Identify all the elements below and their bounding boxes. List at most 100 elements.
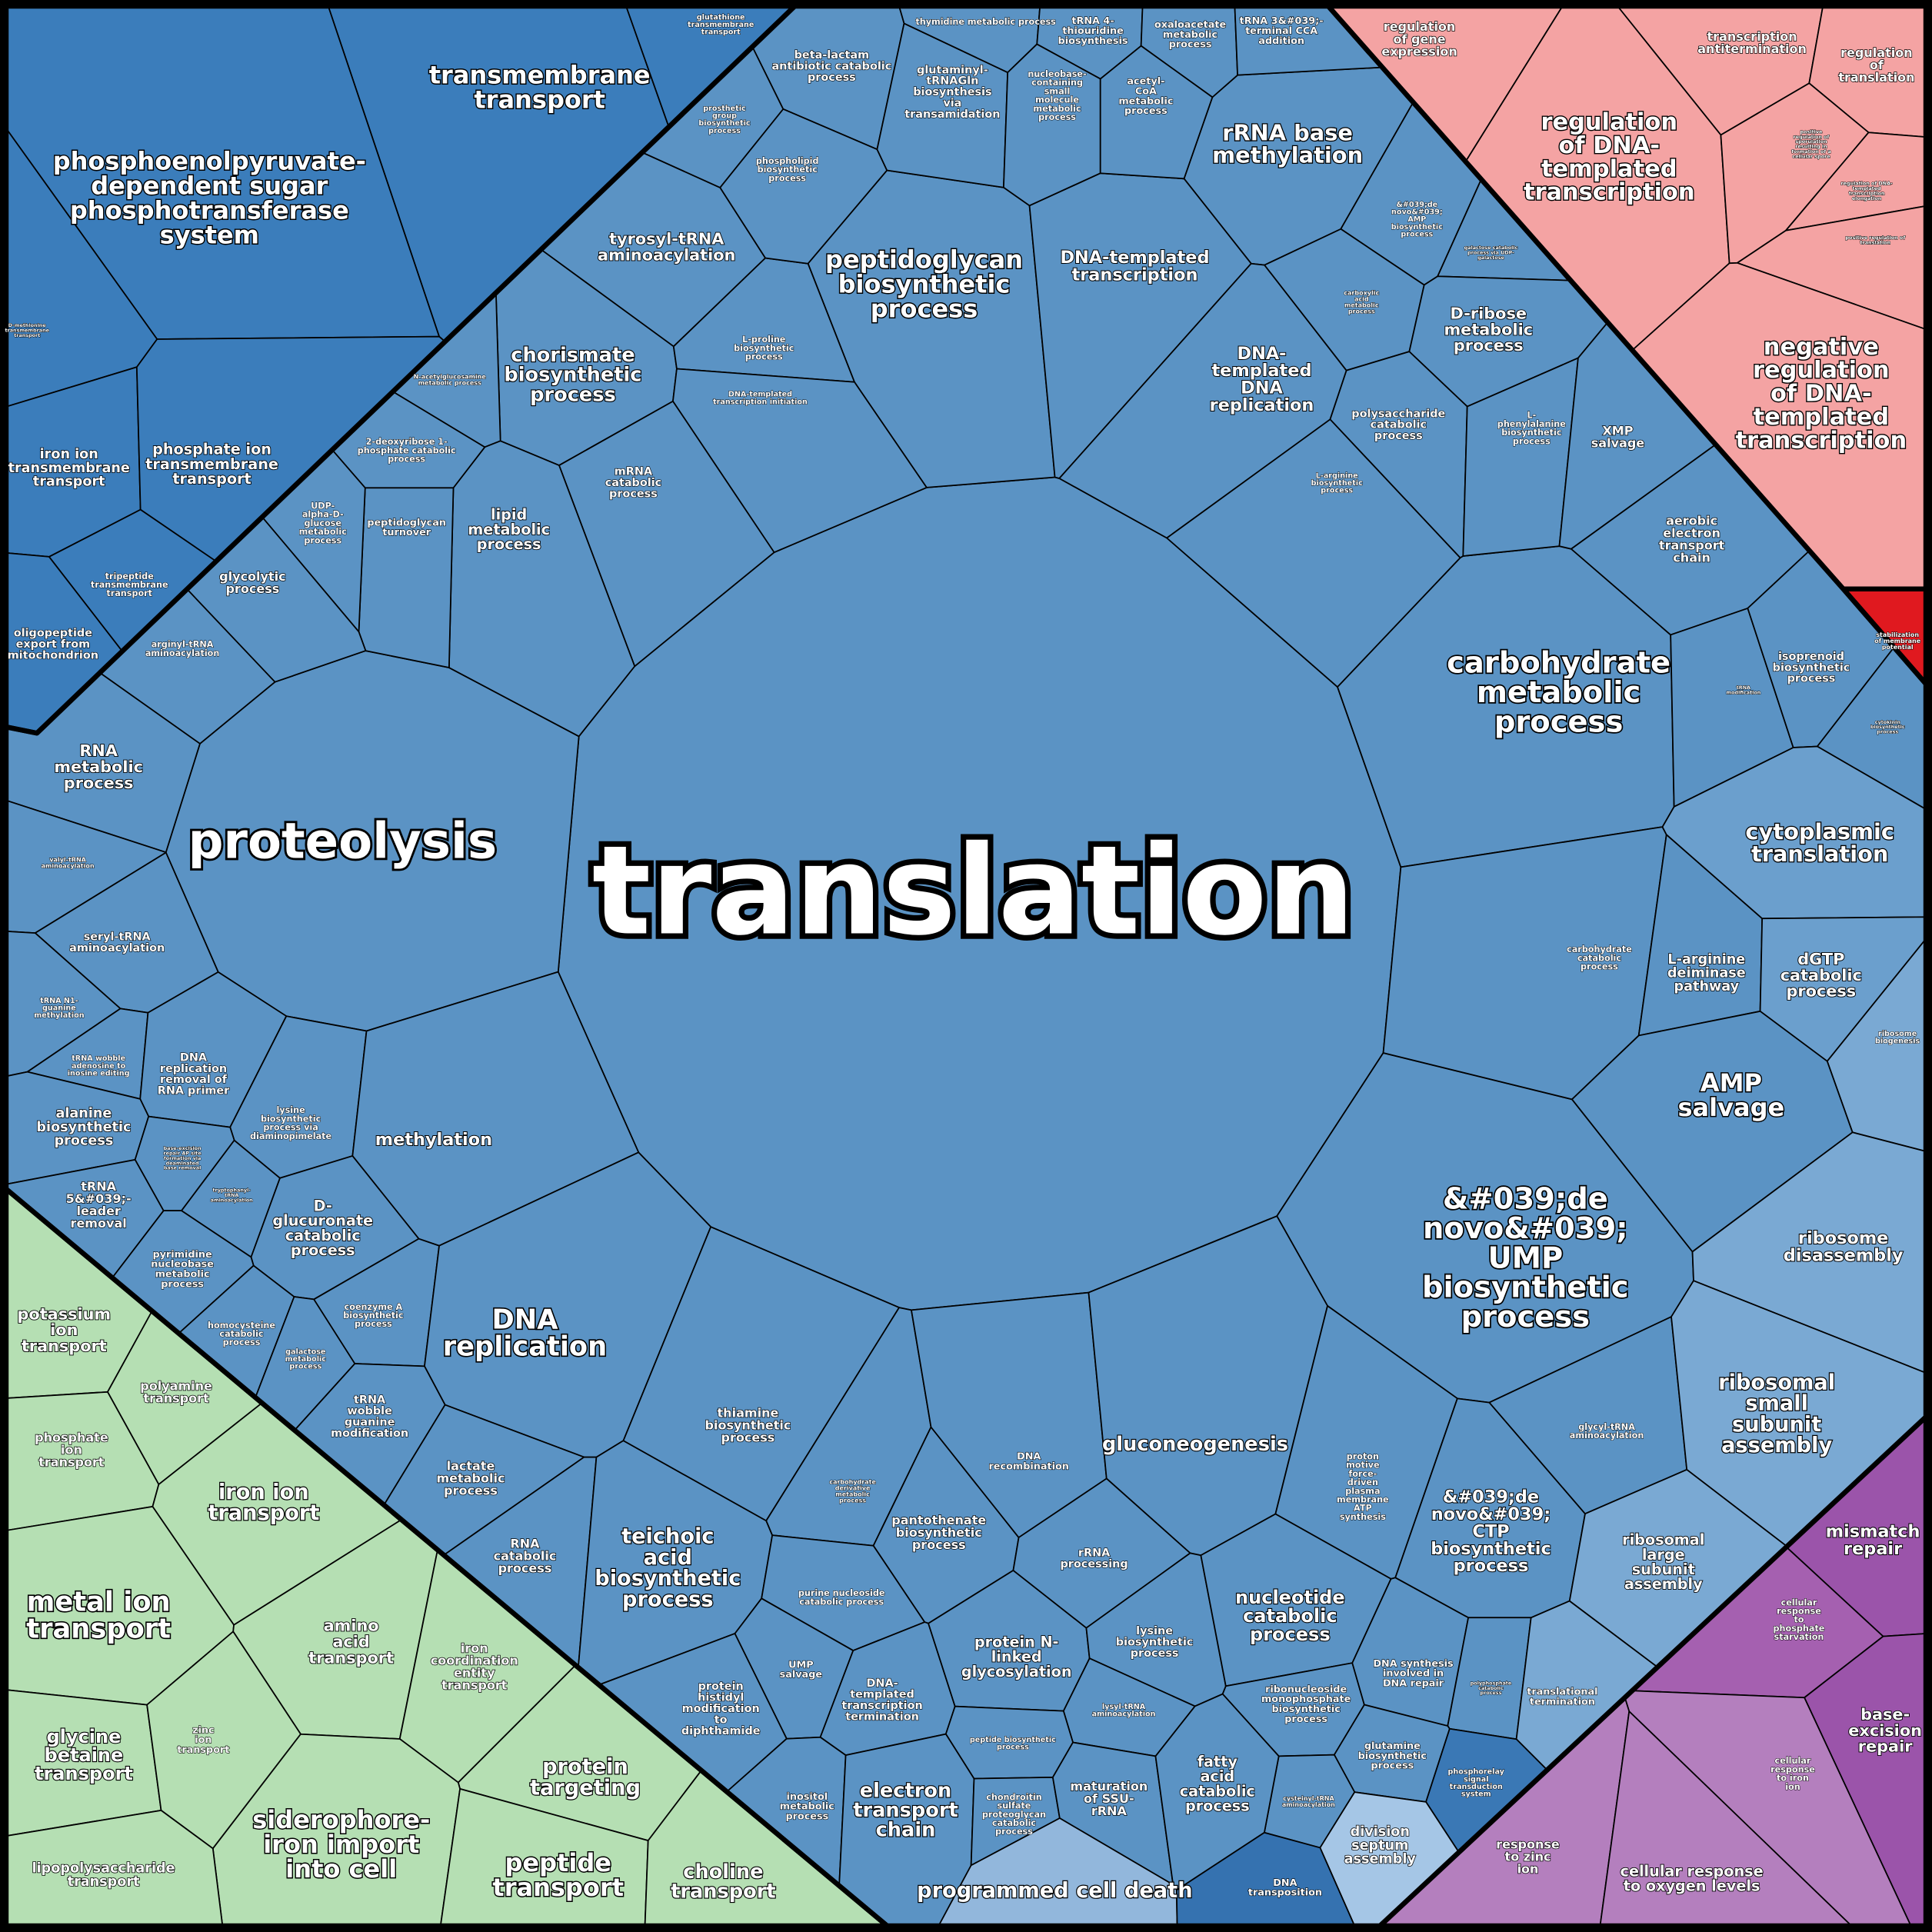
cell-label: base-excision repair AP site formation via… [164, 1145, 202, 1171]
cell-label: D-glucuronate catabolic process [272, 1197, 373, 1259]
cell-label: glutathione transmembrane transport [688, 13, 754, 36]
cell-label: DNA-templated transcription [1060, 247, 1209, 284]
cell-label: lysine biosynthetic process via diaminopime… [250, 1105, 331, 1141]
cell-label: chorismate biosynthetic process [504, 344, 641, 406]
cell-label: L-proline biosynthetic process [734, 335, 794, 361]
cell-label: DNA replication [443, 1304, 608, 1362]
cell-label: amino acid transport [308, 1617, 394, 1667]
cell-label: protein histidyl modification to diphthamide [681, 1681, 761, 1737]
cell-label: ribosomal small subunit assembly [1718, 1371, 1835, 1457]
cell-label: glycolytic process [219, 568, 285, 595]
cell-label: phosphoenolpyruvate-dependent sugar phosp… [53, 146, 366, 249]
group-borders [3, 3, 1929, 1929]
cell-label: phosphate ion transmembrane transport [145, 440, 278, 487]
cell-label: positive regulation of sporulation resultin… [1791, 128, 1830, 159]
cell-label: &#039;de novo&#039; AMP biosynthetic process [1391, 201, 1443, 238]
cell-label: L-phenylalanine biosynthetic process [1497, 411, 1566, 447]
cell-label: cellular response to oxygen levels [1621, 1862, 1764, 1894]
cell-label: oligopeptide export from mitochondrion [8, 627, 98, 661]
group-border [1840, 586, 1929, 687]
cell-label: lysine biosynthetic process [1116, 1625, 1194, 1660]
cell-label: nucleobase-containing small molecule metabo… [1028, 69, 1087, 122]
cell-label: peptidoglycan turnover [367, 517, 446, 538]
cell-label: regulation of translation [1838, 45, 1914, 84]
cell-label: DNA-templated transcription initiation [713, 391, 808, 407]
cell-label: negative regulation of DNA-templated transc… [1736, 333, 1907, 454]
cell-label: prosthetic group biosynthetic process [698, 105, 750, 135]
cell-label: D-methionine transmembrane transport [5, 322, 50, 338]
cell-label: beta-lactam antibiotic catabolic process [771, 49, 891, 84]
cell-label: glutaminyl-tRNAGln biosynthesis via transam… [904, 64, 1000, 121]
cell-label: translation [592, 818, 1355, 962]
cell-label: regulation of gene expression [1381, 19, 1457, 58]
cell-label: DNA replication removal of RNA primer [158, 1051, 230, 1097]
cell-label: iron ion transport [208, 1480, 319, 1524]
cell [1099, 45, 1214, 180]
cells [5, 5, 1927, 1927]
cell-label: tRNA 4-thiouridine biosynthesis [1058, 15, 1128, 47]
cell-label: maturation of SSU-rRNA [1070, 1778, 1148, 1817]
cell-label: cytokinin biosynthetic process [1870, 719, 1905, 735]
cell-label: tRNA modification [1726, 685, 1760, 695]
cell-label: 2-deoxyribose 1-phosphate catabolic proce… [358, 437, 456, 464]
cell-label: aerobic electron transport chain [1659, 513, 1725, 565]
cell-label: zinc ion transport [177, 1724, 229, 1756]
cell-label: tRNA wobble guanine modification [331, 1394, 408, 1440]
cell-label: glutamine biosynthetic process [1358, 1740, 1427, 1772]
cell-label: tripeptide transmembrane transport [91, 571, 168, 598]
cell-label: purine nucleoside catabolic process [798, 1588, 885, 1607]
cell-label: siderophore-iron import into cell [252, 1805, 430, 1884]
cell-label: protein targeting [530, 1755, 641, 1800]
cell-label: L-arginine biosynthetic process [1311, 471, 1363, 495]
cell-label: methylation [375, 1129, 492, 1149]
cell-label: chondroitin sulfate proteoglycan catabolic p… [982, 1792, 1046, 1837]
cell-label: ribosome disassembly [1784, 1228, 1904, 1265]
cell-label: iron ion transmembrane transport [8, 447, 130, 489]
cell-label: lysyl-tRNA aminoacylation [1092, 1703, 1156, 1719]
cell-label: glycine betaine transport [35, 1726, 133, 1784]
cell-label: cytoplasmic translation [1745, 818, 1894, 867]
cell-label: DNA-templated DNA replication [1210, 343, 1314, 415]
cell-label: carboxylic acid metabolic process [1344, 289, 1379, 315]
cell-label: proton motive force-driven plasma membrane AT… [1337, 1451, 1389, 1522]
cell-label: regulation of DNA-templated transcription [1524, 108, 1695, 205]
cell-label: inositol metabolic process [780, 1790, 834, 1822]
cell-label: polysaccharide catabolic process [1351, 408, 1445, 442]
cell [672, 368, 928, 554]
cell-label: DNA transposition [1248, 1877, 1322, 1898]
cell-label: division septum assembly [1344, 1824, 1417, 1867]
cell-label: RNA catabolic process [494, 1536, 557, 1575]
cell-label: D-ribose metabolic process [1444, 305, 1533, 355]
cell-label: tRNA 5&#039;-leader removal [66, 1178, 132, 1230]
cell-label: peptidoglycan biosynthetic process [825, 245, 1023, 324]
cell-label: potassium ion transport [18, 1304, 112, 1355]
cell-label: fatty acid catabolic process [1180, 1752, 1255, 1814]
cell-label: lipopolysaccharide transport [32, 1860, 175, 1890]
cell-label: pantothenate biosynthetic process [891, 1512, 986, 1551]
cell-label: transcription antitermination [1697, 29, 1807, 56]
cell-label: teichoic acid biosynthetic process [595, 1524, 741, 1611]
cell-label: nucleotide catabolic process [1235, 1587, 1345, 1645]
cell-label: dGTP catabolic process [1780, 950, 1862, 1001]
cell-label: XMP salvage [1591, 423, 1645, 450]
cell-label: oxaloacetate metabolic process [1154, 19, 1227, 51]
cell-label: UMP salvage [780, 1659, 823, 1681]
cell-label: &#039;de novo&#039; UMP biosynthetic process [1422, 1181, 1629, 1334]
cell-label: carbohydrate derivative metabolic process [829, 1478, 876, 1504]
cell-label: rRNA base methylation [1212, 120, 1363, 168]
cell-label: polyamine transport [140, 1378, 212, 1405]
labels: transmembrane transport phosphoenolpyruvat… [5, 13, 1923, 1904]
cell-label: &#039;de novo&#039; CTP biosynthetic process [1431, 1487, 1551, 1576]
cell-label: cysteinyl-tRNA aminoacylation [1282, 1795, 1335, 1808]
cell-label: DNA recombination [989, 1451, 1069, 1472]
cell-label: UDP-alpha-D-glucose metabolic process [299, 501, 347, 545]
cell-label: thiamine biosynthetic process [705, 1405, 791, 1444]
cell-label: mRNA catabolic process [605, 466, 662, 501]
cell-label: tRNA wobble adenosine to inosine editing [68, 1054, 130, 1078]
cell-label: choline transport [671, 1860, 776, 1904]
cell-label: acetyl-CoA metabolic process [1118, 75, 1173, 116]
cell-label: programmed cell death [917, 1879, 1192, 1903]
cell-label: tyrosyl-tRNA aminoacylation [598, 230, 735, 265]
cell-label: regulation of DNA-templated transcription… [1841, 181, 1894, 202]
